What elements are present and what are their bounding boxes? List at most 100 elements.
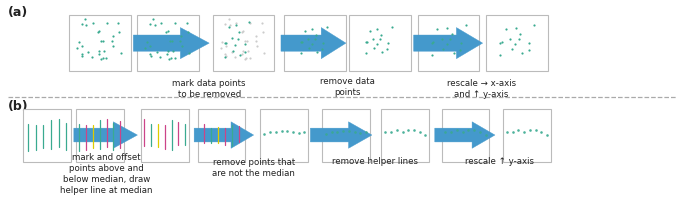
Point bbox=[76, 52, 87, 55]
Point bbox=[496, 41, 507, 44]
Point bbox=[296, 41, 307, 44]
Polygon shape bbox=[414, 28, 483, 59]
Point bbox=[92, 30, 103, 33]
Point bbox=[175, 34, 186, 37]
Point bbox=[360, 130, 371, 133]
Point bbox=[161, 30, 172, 33]
Text: remove points that
are not the median: remove points that are not the median bbox=[212, 158, 295, 178]
Polygon shape bbox=[194, 122, 253, 148]
Point bbox=[295, 52, 306, 55]
Text: (a): (a) bbox=[8, 6, 28, 19]
Point bbox=[245, 57, 256, 60]
Text: rescale → x-axis
and ↑ y-axis: rescale → x-axis and ↑ y-axis bbox=[447, 79, 516, 100]
Polygon shape bbox=[134, 28, 209, 59]
Point bbox=[386, 130, 397, 133]
Point bbox=[257, 22, 268, 25]
Point bbox=[442, 26, 453, 29]
Point bbox=[309, 38, 320, 41]
Point bbox=[368, 37, 379, 41]
Point bbox=[142, 41, 153, 44]
Point bbox=[86, 56, 97, 59]
Point bbox=[258, 31, 269, 34]
Point bbox=[167, 50, 178, 53]
Point bbox=[332, 131, 342, 134]
Point bbox=[495, 41, 506, 44]
Point bbox=[500, 28, 511, 31]
FancyBboxPatch shape bbox=[503, 108, 551, 162]
Point bbox=[371, 42, 382, 45]
Point bbox=[93, 53, 104, 56]
Point bbox=[176, 44, 187, 47]
Point bbox=[451, 129, 462, 132]
Point bbox=[169, 21, 180, 24]
Point bbox=[232, 37, 243, 40]
Point bbox=[293, 132, 304, 135]
Point bbox=[242, 50, 253, 53]
Point bbox=[77, 44, 88, 47]
Polygon shape bbox=[435, 122, 495, 148]
Point bbox=[361, 41, 372, 44]
Point bbox=[234, 31, 245, 34]
Point bbox=[515, 32, 526, 35]
Point bbox=[237, 53, 248, 56]
Point bbox=[321, 25, 332, 29]
Point bbox=[81, 24, 92, 27]
Point bbox=[96, 39, 107, 43]
FancyBboxPatch shape bbox=[69, 15, 131, 71]
Point bbox=[155, 21, 166, 24]
Point bbox=[469, 128, 479, 131]
Point bbox=[414, 131, 425, 134]
FancyBboxPatch shape bbox=[322, 108, 370, 162]
Point bbox=[243, 21, 254, 24]
Point bbox=[408, 128, 419, 131]
Point bbox=[162, 49, 173, 52]
FancyBboxPatch shape bbox=[486, 15, 547, 71]
Point bbox=[317, 42, 328, 45]
FancyBboxPatch shape bbox=[382, 108, 429, 162]
Point bbox=[149, 24, 160, 27]
Text: mark data points
to be removed: mark data points to be removed bbox=[173, 79, 246, 100]
Point bbox=[475, 131, 486, 134]
Point bbox=[166, 39, 177, 42]
Point bbox=[230, 43, 241, 46]
Point bbox=[227, 49, 238, 53]
Point bbox=[245, 21, 256, 24]
Point bbox=[501, 131, 512, 134]
Point bbox=[427, 53, 438, 56]
Point bbox=[510, 26, 521, 29]
Point bbox=[238, 30, 249, 33]
Point bbox=[513, 129, 524, 132]
Point bbox=[377, 50, 388, 54]
Point bbox=[427, 41, 438, 44]
Point bbox=[225, 24, 236, 27]
Polygon shape bbox=[310, 122, 372, 148]
Text: remove data
points: remove data points bbox=[320, 77, 375, 97]
Point bbox=[87, 21, 98, 24]
Point bbox=[397, 130, 408, 134]
Point bbox=[288, 131, 299, 134]
Point bbox=[295, 41, 306, 44]
Point bbox=[441, 43, 452, 46]
Point bbox=[145, 52, 155, 55]
Point bbox=[145, 44, 156, 47]
Point bbox=[428, 41, 439, 44]
Point bbox=[364, 29, 375, 32]
Point bbox=[438, 48, 449, 51]
Point bbox=[525, 129, 536, 132]
Point bbox=[271, 131, 282, 134]
Point bbox=[71, 47, 82, 50]
Point bbox=[495, 53, 506, 56]
Point bbox=[530, 128, 541, 131]
Point bbox=[97, 57, 108, 60]
Point bbox=[386, 25, 397, 29]
Point bbox=[182, 22, 192, 25]
Point bbox=[455, 49, 466, 52]
Point bbox=[240, 42, 251, 45]
Point bbox=[73, 41, 84, 44]
Point bbox=[231, 21, 242, 24]
Point bbox=[140, 47, 151, 50]
Point bbox=[95, 57, 106, 60]
Point bbox=[162, 30, 173, 33]
Point bbox=[220, 55, 231, 59]
Point bbox=[220, 41, 231, 44]
